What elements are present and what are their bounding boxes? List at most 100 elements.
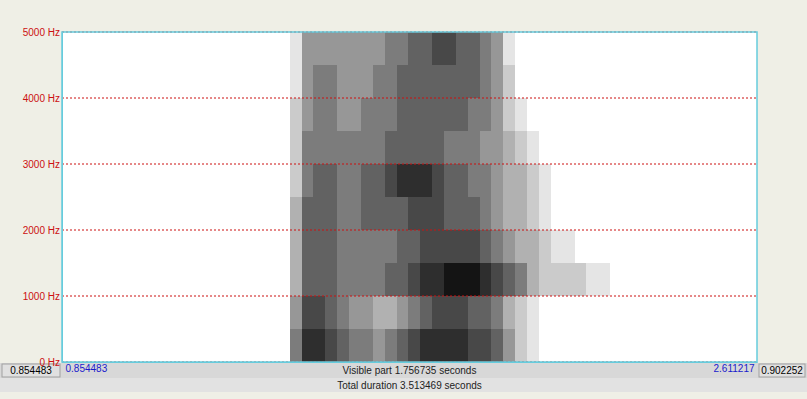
cell xyxy=(408,164,420,197)
cell xyxy=(598,296,610,329)
cell xyxy=(313,164,325,197)
cell xyxy=(468,32,480,65)
cell xyxy=(515,197,527,230)
cell xyxy=(610,197,622,230)
cell xyxy=(420,164,432,197)
cell xyxy=(313,230,325,263)
cell xyxy=(420,263,432,296)
cell xyxy=(575,164,587,197)
cell xyxy=(598,197,610,230)
cell xyxy=(503,197,515,230)
y-axis-line xyxy=(62,33,63,363)
cell xyxy=(586,296,598,329)
cell xyxy=(515,329,527,362)
cell xyxy=(539,65,551,98)
cell xyxy=(515,230,527,263)
cell xyxy=(539,164,551,197)
cell xyxy=(456,263,468,296)
cell xyxy=(444,131,456,164)
cell xyxy=(325,65,337,98)
cell xyxy=(432,32,444,65)
cell xyxy=(503,230,515,263)
cell xyxy=(337,32,349,65)
cell xyxy=(408,32,420,65)
cell xyxy=(373,32,385,65)
cell xyxy=(551,263,563,296)
cell xyxy=(468,65,480,98)
cell xyxy=(586,263,598,296)
cell xyxy=(444,197,456,230)
cell xyxy=(551,131,563,164)
window-before: 0.854483 xyxy=(10,365,52,376)
cell xyxy=(610,65,622,98)
cell xyxy=(313,263,325,296)
cell xyxy=(563,65,575,98)
cell xyxy=(503,65,515,98)
cell xyxy=(349,131,361,164)
y-axis: 0 Hz1000 Hz2000 Hz3000 Hz4000 Hz5000 Hz xyxy=(23,27,63,368)
spectrogram-window: 0 Hz1000 Hz2000 Hz3000 Hz4000 Hz5000 Hz0… xyxy=(0,0,807,399)
cell xyxy=(290,32,302,65)
cell xyxy=(408,230,420,263)
window-after: 0.902252 xyxy=(761,365,803,376)
cell xyxy=(586,65,598,98)
cell xyxy=(385,131,397,164)
cell xyxy=(373,296,385,329)
cell xyxy=(586,98,598,131)
cell xyxy=(373,329,385,362)
cell xyxy=(468,263,480,296)
grid-line xyxy=(62,164,757,165)
cell xyxy=(480,263,492,296)
cell xyxy=(373,197,385,230)
cell xyxy=(610,296,622,329)
cell xyxy=(456,164,468,197)
cell xyxy=(349,230,361,263)
cell xyxy=(432,131,444,164)
cell xyxy=(290,98,302,131)
total-bar xyxy=(0,378,807,392)
cell xyxy=(551,65,563,98)
cell xyxy=(432,230,444,263)
cell xyxy=(491,197,503,230)
cell xyxy=(290,197,302,230)
x-tick: 0.854483 xyxy=(63,362,108,374)
cell xyxy=(598,329,610,362)
cell xyxy=(349,65,361,98)
cell xyxy=(420,230,432,263)
cell xyxy=(563,230,575,263)
cell xyxy=(325,296,337,329)
cell xyxy=(361,98,373,131)
grid-line xyxy=(62,230,757,231)
cell xyxy=(527,131,539,164)
y-tick-label: 1000 Hz xyxy=(23,291,60,302)
cell xyxy=(586,131,598,164)
cell xyxy=(302,131,314,164)
cell xyxy=(313,131,325,164)
cell xyxy=(468,98,480,131)
cell xyxy=(432,197,444,230)
cell xyxy=(575,32,587,65)
cell xyxy=(302,32,314,65)
y-tick-label: 5000 Hz xyxy=(23,27,60,38)
cell xyxy=(575,131,587,164)
cell xyxy=(408,131,420,164)
cell xyxy=(491,131,503,164)
cell xyxy=(325,329,337,362)
cell xyxy=(539,197,551,230)
cell xyxy=(480,329,492,362)
cell xyxy=(397,263,409,296)
cell xyxy=(468,131,480,164)
cell xyxy=(432,329,444,362)
after-box xyxy=(759,364,805,377)
cell xyxy=(361,296,373,329)
cell xyxy=(575,65,587,98)
cell xyxy=(480,296,492,329)
before-box xyxy=(2,364,60,377)
cell xyxy=(313,32,325,65)
cell xyxy=(480,65,492,98)
cell xyxy=(420,296,432,329)
cell xyxy=(444,296,456,329)
cell xyxy=(408,329,420,362)
cell xyxy=(563,263,575,296)
cell xyxy=(539,131,551,164)
